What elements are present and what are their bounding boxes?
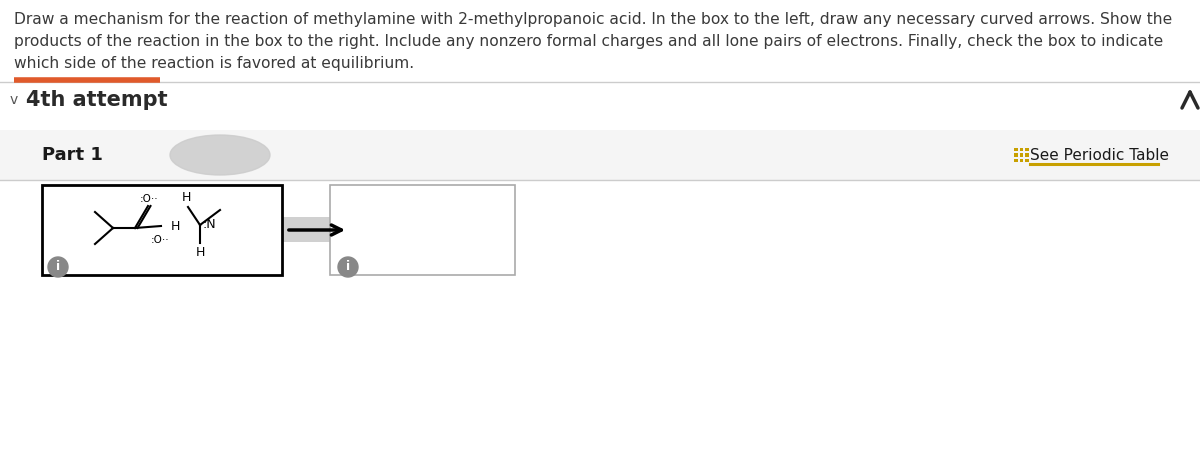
Bar <box>1020 148 1022 151</box>
Circle shape <box>48 257 68 277</box>
Text: i: i <box>346 260 350 274</box>
Bar <box>1025 153 1028 157</box>
Text: H: H <box>172 220 180 234</box>
Text: H: H <box>196 246 205 259</box>
Bar <box>0 130 1200 180</box>
Text: Draw a mechanism for the reaction of methylamine with 2-methylpropanoic acid. In: Draw a mechanism for the reaction of met… <box>14 12 1172 27</box>
Bar <box>330 185 515 275</box>
Circle shape <box>338 257 358 277</box>
Text: :O··: :O·· <box>139 194 158 204</box>
Bar <box>1025 158 1028 162</box>
Bar <box>1020 153 1022 157</box>
Bar <box>1025 148 1028 151</box>
Ellipse shape <box>170 135 270 175</box>
Text: H: H <box>181 191 191 204</box>
Bar <box>1020 158 1022 162</box>
Text: i: i <box>56 260 60 274</box>
Text: v: v <box>10 93 18 107</box>
Bar <box>42 185 282 275</box>
Bar <box>282 217 350 242</box>
Text: :N: :N <box>202 219 216 232</box>
Bar <box>1014 153 1018 157</box>
Bar <box>1014 158 1018 162</box>
Text: which side of the reaction is favored at equilibrium.: which side of the reaction is favored at… <box>14 56 414 71</box>
Text: :O··: :O·· <box>151 235 169 245</box>
Text: products of the reaction in the box to the right. Include any nonzero formal cha: products of the reaction in the box to t… <box>14 34 1163 49</box>
Text: Part 1: Part 1 <box>42 146 103 164</box>
Text: See Periodic Table: See Periodic Table <box>1030 148 1169 163</box>
Text: 4th attempt: 4th attempt <box>26 90 168 110</box>
Bar <box>1014 148 1018 151</box>
